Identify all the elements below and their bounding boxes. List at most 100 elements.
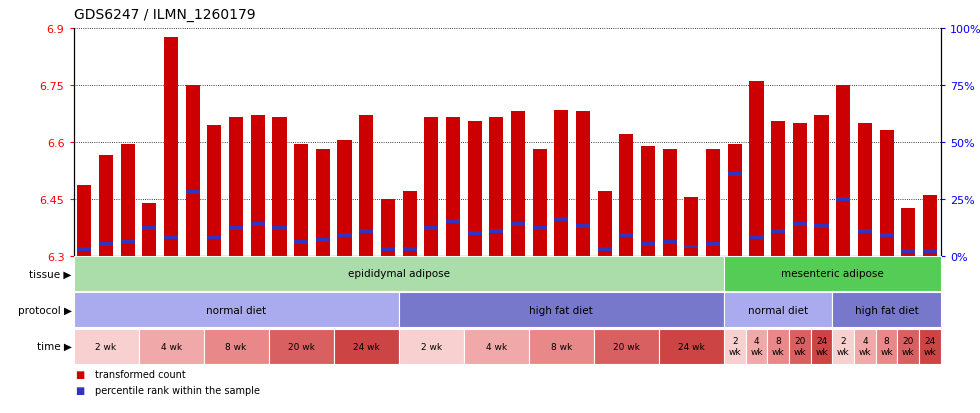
Text: 2 wk: 2 wk (420, 342, 442, 351)
Bar (381, 199, 395, 256)
Bar (902, 249, 915, 254)
Text: 8
wk: 8 wk (880, 337, 893, 356)
Bar (316, 150, 330, 256)
Text: tissue ▶: tissue ▶ (29, 268, 72, 279)
Bar (185, 86, 200, 256)
Text: 4
wk: 4 wk (750, 337, 762, 356)
Bar (771, 229, 785, 233)
Bar (511, 112, 525, 256)
Bar (121, 145, 135, 256)
Bar (814, 116, 829, 256)
Bar (576, 225, 590, 228)
Bar (511, 222, 525, 226)
Text: 2 wk: 2 wk (95, 342, 117, 351)
Bar (771, 122, 785, 256)
Bar (532, 227, 547, 231)
Text: 24
wk: 24 wk (815, 337, 828, 356)
Bar (446, 220, 460, 224)
Bar (185, 190, 200, 195)
Bar (598, 192, 612, 256)
Bar (555, 110, 568, 256)
Bar (337, 140, 352, 256)
Text: GDS6247 / ILMN_1260179: GDS6247 / ILMN_1260179 (74, 8, 255, 22)
Text: 2
wk: 2 wk (837, 337, 850, 356)
Text: 20
wk: 20 wk (794, 337, 807, 356)
Bar (446, 118, 460, 256)
Bar (750, 82, 763, 256)
Text: 20
wk: 20 wk (902, 337, 914, 356)
Bar (728, 145, 742, 256)
Bar (814, 225, 829, 228)
Bar (619, 135, 633, 256)
Bar (684, 245, 699, 249)
Text: 24 wk: 24 wk (353, 342, 379, 351)
Bar (381, 247, 395, 251)
Text: 4 wk: 4 wk (161, 342, 181, 351)
Text: epididymal adipose: epididymal adipose (348, 268, 450, 279)
Bar (294, 145, 309, 256)
Bar (598, 247, 612, 251)
Bar (77, 247, 91, 251)
Text: 4 wk: 4 wk (486, 342, 507, 351)
Bar (164, 38, 178, 256)
Text: normal diet: normal diet (206, 305, 267, 315)
Text: normal diet: normal diet (748, 305, 808, 315)
Bar (142, 227, 157, 231)
Bar (359, 116, 373, 256)
Text: 24 wk: 24 wk (678, 342, 705, 351)
Bar (229, 227, 243, 231)
Bar (706, 150, 720, 256)
Bar (229, 118, 243, 256)
Bar (858, 229, 872, 233)
Bar (272, 227, 286, 231)
Bar (142, 203, 157, 256)
Text: 4
wk: 4 wk (858, 337, 871, 356)
Bar (879, 131, 894, 256)
Bar (164, 236, 178, 240)
Text: ■: ■ (75, 385, 84, 395)
Bar (424, 227, 438, 231)
Bar (294, 240, 309, 244)
Bar (793, 222, 807, 226)
Bar (251, 116, 265, 256)
Bar (641, 146, 656, 256)
Text: 2
wk: 2 wk (728, 337, 741, 356)
Bar (923, 195, 937, 256)
Bar (923, 249, 937, 254)
Text: 20 wk: 20 wk (612, 342, 640, 351)
Bar (706, 243, 720, 247)
Bar (684, 197, 699, 256)
Bar (121, 240, 135, 244)
Text: time ▶: time ▶ (36, 341, 72, 351)
Bar (555, 218, 568, 222)
Text: mesenteric adipose: mesenteric adipose (781, 268, 884, 279)
Bar (750, 236, 763, 240)
Bar (272, 118, 286, 256)
Bar (251, 222, 265, 226)
Text: 24
wk: 24 wk (923, 337, 936, 356)
Bar (77, 186, 91, 256)
Bar (793, 123, 807, 256)
Bar (316, 238, 330, 242)
Bar (403, 247, 416, 251)
Text: high fat diet: high fat diet (529, 305, 593, 315)
Bar (836, 197, 851, 201)
Bar (836, 86, 851, 256)
Bar (619, 234, 633, 237)
Bar (576, 112, 590, 256)
Text: high fat diet: high fat diet (855, 305, 918, 315)
Bar (403, 192, 416, 256)
Bar (359, 229, 373, 233)
Text: 8
wk: 8 wk (772, 337, 785, 356)
Bar (467, 231, 482, 235)
Bar (424, 118, 438, 256)
Bar (641, 243, 656, 247)
Bar (879, 234, 894, 237)
Text: protocol ▶: protocol ▶ (18, 305, 72, 315)
Bar (99, 243, 113, 247)
Text: ■: ■ (75, 369, 84, 379)
Text: 8 wk: 8 wk (551, 342, 572, 351)
Bar (489, 118, 504, 256)
Bar (489, 229, 504, 233)
Text: 8 wk: 8 wk (225, 342, 247, 351)
